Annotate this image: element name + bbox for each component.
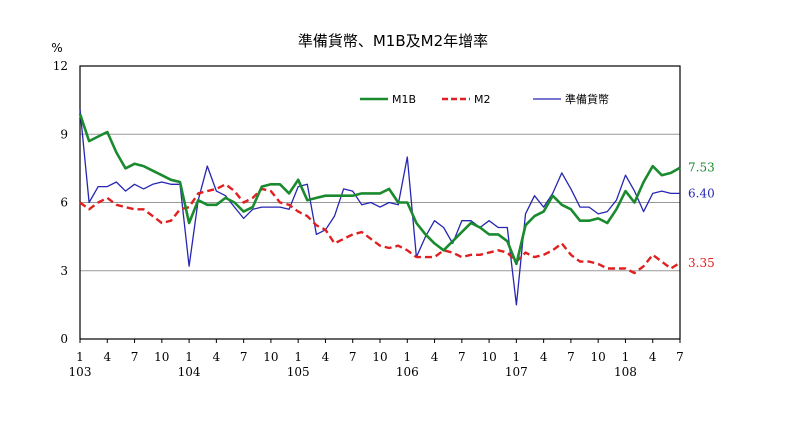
legend-label: 準備貨幣	[565, 92, 609, 106]
x-tick-label: 7	[349, 350, 357, 364]
x-tick-label: 10	[372, 350, 387, 364]
y-tick-label: 9	[60, 127, 68, 141]
y-axis-unit: %	[51, 41, 62, 55]
series-line-reserve-money	[79, 109, 680, 306]
y-tick-label: 0	[60, 332, 68, 346]
x-tick-label: 7	[240, 350, 248, 364]
end-value-label: 3.35	[688, 256, 715, 270]
x-year-label: 105	[287, 365, 310, 379]
x-tick-label: 10	[154, 350, 169, 364]
x-tick-label: 7	[458, 350, 466, 364]
x-year-label: 104	[178, 365, 201, 379]
x-tick-label: 4	[322, 350, 330, 364]
chart-title: 準備貨幣、M1B及M2年增率	[298, 32, 488, 50]
legend: M1B M2 準備貨幣	[360, 92, 609, 106]
x-tick-label: 7	[567, 350, 575, 364]
series-group	[78, 109, 681, 306]
end-labels: 7.53 3.35 6.40	[688, 161, 715, 270]
x-tick-label: 7	[676, 350, 684, 364]
x-tick-label: 1	[622, 350, 630, 364]
x-tick-label: 7	[131, 350, 139, 364]
x-tick-label: 1	[294, 350, 302, 364]
x-tick-label: 1	[76, 350, 84, 364]
x-tick-label: 4	[431, 350, 439, 364]
y-tick-label: 12	[53, 59, 68, 73]
x-tick-label: 1	[185, 350, 193, 364]
x-year-label: 108	[614, 365, 637, 379]
x-tick-label: 1	[403, 350, 411, 364]
x-year-label: 103	[69, 365, 92, 379]
grid-lines	[80, 133, 680, 272]
legend-label: M2	[474, 93, 491, 106]
y-tick-label: 3	[60, 264, 68, 278]
legend-label: M1B	[392, 93, 416, 106]
y-tick-label: 6	[60, 196, 68, 210]
end-value-label: 6.40	[688, 186, 715, 200]
x-tick-label: 10	[591, 350, 606, 364]
x-tick-label: 4	[649, 350, 657, 364]
x-year-label: 106	[396, 365, 419, 379]
x-year-label: 107	[505, 365, 528, 379]
x-tick-label: 4	[103, 350, 111, 364]
x-tick-label: 10	[481, 350, 496, 364]
x-tick-label: 1	[513, 350, 521, 364]
end-value-label: 7.53	[688, 161, 715, 175]
series-line-m2	[79, 183, 681, 275]
x-tick-label: 10	[263, 350, 278, 364]
x-tick-label: 4	[540, 350, 548, 364]
x-tick-label: 4	[213, 350, 221, 364]
series-line-m1b	[78, 113, 681, 266]
x-axis-ticks: 1 4 7 10 1 4 7 10 1 4 7 10 1 4 7 10 1 4 7 10 1 4 7 103 104 105 106…	[69, 339, 684, 379]
y-axis-ticks: 0 3 6 9 12	[53, 59, 68, 346]
